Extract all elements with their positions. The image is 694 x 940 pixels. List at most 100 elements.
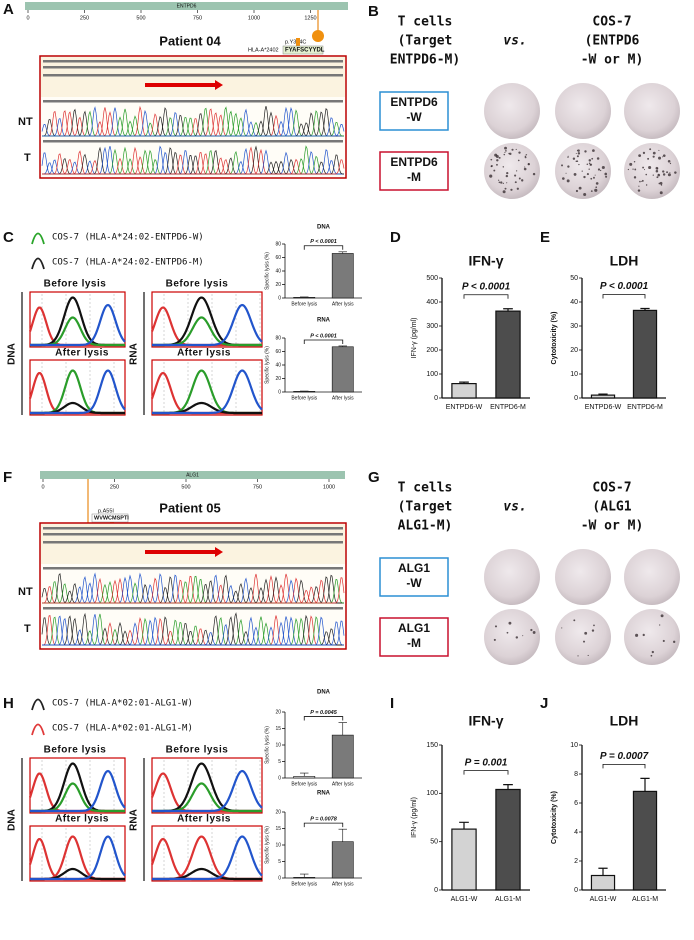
well bbox=[624, 143, 680, 199]
spot bbox=[588, 168, 590, 170]
spot bbox=[662, 639, 665, 642]
panel-letter: C bbox=[3, 229, 14, 246]
spot bbox=[515, 148, 517, 151]
spot bbox=[514, 181, 517, 184]
spot bbox=[658, 174, 660, 176]
spot bbox=[516, 170, 518, 172]
bar bbox=[495, 310, 521, 399]
bar bbox=[293, 776, 316, 779]
peptide-label: WVWCMSPTI bbox=[94, 515, 129, 521]
y-tick-label: 60 bbox=[275, 349, 281, 355]
panel-letter: G bbox=[368, 469, 380, 486]
x-tick-label: After lysis bbox=[332, 301, 354, 307]
y-tick-label: 0 bbox=[278, 295, 281, 301]
significance-bracket bbox=[602, 763, 646, 769]
error-bar bbox=[338, 722, 347, 736]
spot bbox=[634, 168, 637, 171]
spot bbox=[588, 159, 592, 162]
spot bbox=[503, 153, 506, 156]
error-bar bbox=[503, 784, 513, 790]
y-tick-label: 6 bbox=[574, 800, 578, 807]
error-bar bbox=[640, 307, 650, 311]
spot bbox=[595, 186, 598, 189]
p-value: P = 0.001 bbox=[465, 757, 508, 768]
spot bbox=[641, 180, 643, 182]
y-tick-label: 0 bbox=[434, 887, 438, 894]
patient-label: Patient 05 bbox=[159, 500, 220, 515]
spot bbox=[493, 169, 496, 172]
spot bbox=[645, 173, 648, 176]
panel-letter: J bbox=[540, 695, 548, 712]
spot bbox=[496, 163, 498, 166]
error-bar bbox=[640, 777, 650, 792]
spot bbox=[601, 166, 605, 170]
error-bar bbox=[503, 308, 513, 312]
patient-label: Patient 04 bbox=[159, 33, 221, 48]
mutation-label: p.A55I bbox=[98, 508, 114, 514]
y-tick-label: 40 bbox=[570, 299, 578, 306]
spot bbox=[496, 159, 499, 162]
spot bbox=[658, 156, 662, 160]
header-line: (ALG1 bbox=[592, 500, 631, 515]
p-value: P = 0.0045 bbox=[310, 710, 337, 716]
spot bbox=[662, 154, 666, 157]
significance-bracket bbox=[303, 716, 344, 721]
spot bbox=[590, 177, 593, 180]
spot bbox=[498, 181, 501, 184]
y-tick-label: 60 bbox=[275, 255, 281, 261]
significance-bracket bbox=[303, 822, 344, 828]
spot bbox=[575, 152, 577, 154]
x-tick-label: Before lysis bbox=[291, 881, 317, 887]
spot bbox=[638, 154, 642, 157]
spot bbox=[596, 157, 600, 160]
gene-name: ALG1 bbox=[186, 472, 199, 478]
panel-letter: D bbox=[390, 229, 401, 246]
spot bbox=[518, 151, 521, 154]
bar bbox=[293, 297, 316, 299]
nucleic-label: DNA bbox=[7, 343, 18, 365]
spot bbox=[532, 631, 536, 634]
header-line: T cells bbox=[398, 15, 453, 30]
chromatogram-frame bbox=[29, 359, 126, 416]
bar bbox=[331, 253, 354, 299]
lysis-label: After lysis bbox=[177, 348, 231, 359]
sequence-text bbox=[43, 567, 343, 570]
bar bbox=[590, 394, 616, 399]
spot bbox=[522, 635, 524, 637]
spot bbox=[505, 174, 509, 178]
spot bbox=[581, 170, 583, 172]
sequence-band bbox=[41, 57, 345, 97]
spot bbox=[578, 186, 582, 190]
spot bbox=[600, 169, 602, 172]
p-value: P < 0.0001 bbox=[310, 239, 337, 245]
spot bbox=[493, 638, 496, 641]
spot bbox=[573, 172, 577, 176]
gene-name: ENTPD6 bbox=[177, 3, 197, 9]
error-bar bbox=[300, 873, 309, 878]
spot bbox=[627, 168, 630, 171]
error-bar bbox=[338, 345, 347, 347]
chromatogram-frame bbox=[29, 825, 126, 882]
y-tick-label: 50 bbox=[570, 275, 578, 282]
sequence-text bbox=[43, 527, 343, 530]
sequence-text bbox=[43, 533, 343, 536]
spot bbox=[518, 177, 521, 180]
y-tick-label: 150 bbox=[426, 742, 438, 749]
spot bbox=[604, 172, 608, 176]
panel-letter: F bbox=[3, 469, 12, 486]
spot bbox=[659, 624, 661, 626]
y-tick-label: 10 bbox=[275, 742, 281, 748]
error-bar bbox=[338, 828, 347, 842]
x-tick-label: ENTPD6-M bbox=[490, 404, 526, 411]
spot bbox=[524, 166, 526, 168]
chart-title: DNA bbox=[317, 225, 331, 231]
error-bar bbox=[300, 772, 309, 777]
chromatogram-trace bbox=[152, 369, 263, 415]
gene-tick-label: 500 bbox=[136, 15, 145, 21]
mutation-marker bbox=[296, 38, 300, 47]
gene-tick-label: 750 bbox=[193, 15, 202, 21]
spot bbox=[594, 188, 598, 192]
spot bbox=[576, 155, 579, 158]
significance-bracket bbox=[303, 339, 344, 344]
spot bbox=[637, 189, 641, 192]
